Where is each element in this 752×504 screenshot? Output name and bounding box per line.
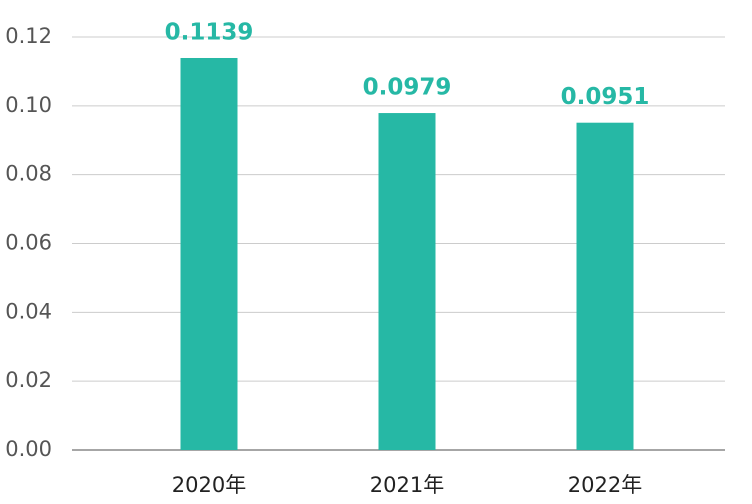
value-label: 0.0979: [363, 75, 452, 101]
y-tick-label: 0.10: [5, 93, 52, 117]
value-label: 0.1139: [165, 19, 254, 45]
bar: [378, 113, 436, 450]
bar: [576, 122, 634, 450]
x-tick-label: 2021年: [370, 473, 444, 497]
x-tick-label: 2022年: [568, 473, 642, 497]
y-tick-label: 0.12: [5, 24, 52, 48]
bar: [180, 57, 238, 450]
y-tick-label: 0.04: [5, 299, 52, 323]
y-tick-label: 0.08: [5, 162, 52, 186]
y-tick-label: 0.02: [5, 368, 52, 392]
value-label: 0.0951: [561, 84, 650, 110]
y-tick-label: 0.00: [5, 437, 52, 461]
y-tick-label: 0.06: [5, 231, 52, 255]
x-tick-label: 2020年: [172, 473, 246, 497]
